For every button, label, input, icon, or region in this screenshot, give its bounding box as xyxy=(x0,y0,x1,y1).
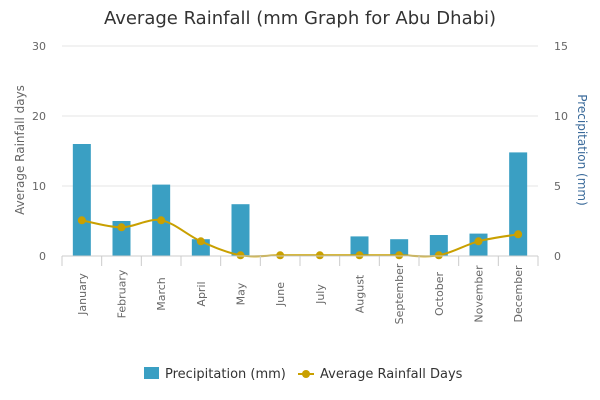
rainfall-days-point xyxy=(355,251,364,260)
chart-title: Average Rainfall (mm Graph for Abu Dhabi… xyxy=(104,8,496,29)
precipitation-bars xyxy=(72,144,528,256)
x-tick-label: December xyxy=(512,265,525,323)
x-tick-label: November xyxy=(473,265,486,323)
left-axis-ticks: 0 10 20 30 xyxy=(32,40,46,263)
x-tick-label: July xyxy=(314,284,327,305)
left-tick-label: 20 xyxy=(32,110,46,123)
rainfall-days-point xyxy=(117,223,126,232)
x-tick-label: September xyxy=(393,263,406,324)
left-tick-label: 30 xyxy=(32,40,46,53)
rainfall-days-line xyxy=(77,216,523,260)
right-tick-label: 0 xyxy=(554,250,561,263)
left-tick-label: 0 xyxy=(39,250,46,263)
left-tick-label: 10 xyxy=(32,180,46,193)
precipitation-bar xyxy=(231,204,250,256)
rainfall-days-point xyxy=(236,251,245,260)
rainfall-days-point xyxy=(474,237,483,246)
rainfall-days-point xyxy=(395,251,404,260)
precipitation-bar xyxy=(112,221,131,256)
x-tick-label: February xyxy=(116,269,129,318)
x-tick-label: June xyxy=(274,282,287,307)
x-tick-label: August xyxy=(354,274,367,313)
right-tick-label: 5 xyxy=(554,180,561,193)
x-tick-label: May xyxy=(235,282,248,305)
rainfall-days-point xyxy=(196,237,205,246)
precipitation-bar xyxy=(429,235,448,256)
right-tick-label: 10 xyxy=(554,110,568,123)
legend-rainfall-days-label[interactable]: Average Rainfall Days xyxy=(320,367,463,382)
precipitation-bar xyxy=(72,144,91,256)
precipitation-bar xyxy=(509,152,528,256)
precipitation-bar xyxy=(350,236,369,256)
right-axis-title: Precipitation (mm) xyxy=(575,94,589,206)
rainfall-days-point xyxy=(157,216,166,225)
right-tick-label: 15 xyxy=(554,40,568,53)
gridlines xyxy=(62,45,538,187)
legend-rainfall-days-marker xyxy=(302,370,310,378)
rainfall-days-point xyxy=(514,230,523,239)
right-axis-ticks: 0 5 10 15 xyxy=(554,40,568,263)
legend-precipitation-label[interactable]: Precipitation (mm) xyxy=(165,367,286,382)
x-tick-label: January xyxy=(76,273,89,316)
x-tick-label: April xyxy=(195,281,208,306)
x-axis xyxy=(61,255,539,266)
x-tick-label: March xyxy=(155,277,168,311)
rainfall-days-point xyxy=(276,251,285,260)
rainfall-days-point xyxy=(434,251,443,260)
x-tick-label: October xyxy=(433,272,446,316)
precipitation-bar xyxy=(390,239,409,256)
x-axis-labels: January February March April May June July Augu… xyxy=(76,263,525,324)
rainfall-days-path xyxy=(81,218,519,258)
rainfall-days-point xyxy=(77,216,86,225)
legend[interactable]: Precipitation (mm) Average Rainfall Days xyxy=(144,367,463,382)
legend-precipitation-swatch xyxy=(144,367,159,379)
rainfall-days-point xyxy=(315,251,324,260)
left-axis-title: Average Rainfall days xyxy=(13,85,27,215)
